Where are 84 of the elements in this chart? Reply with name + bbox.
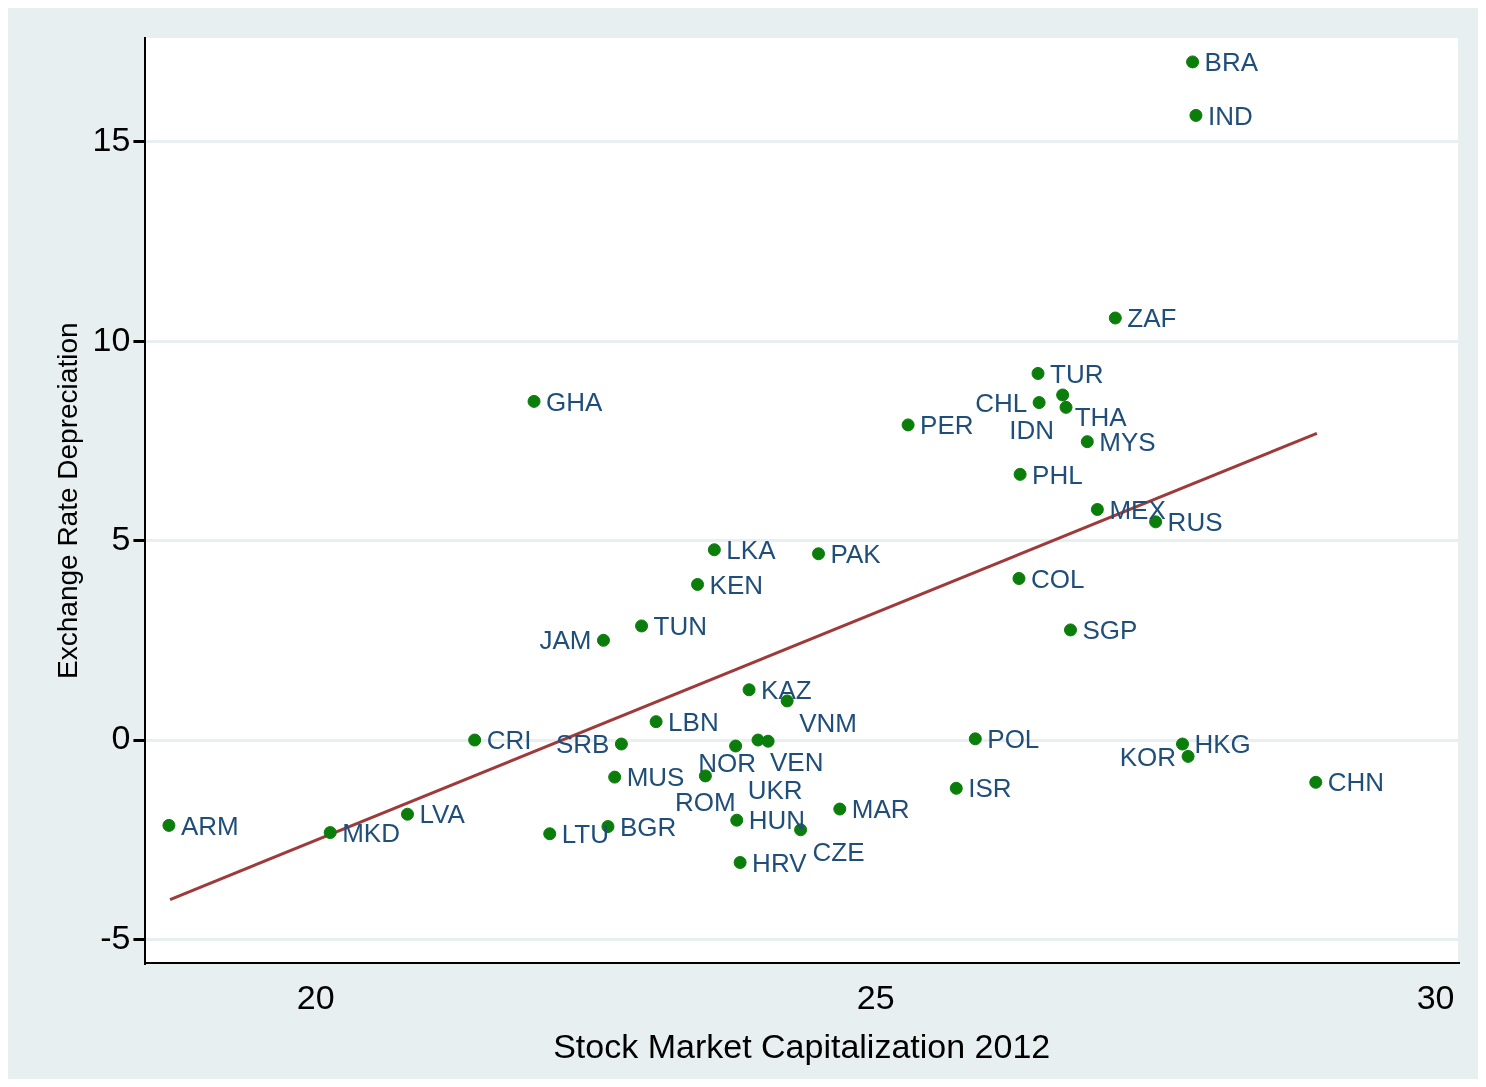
point xyxy=(527,394,541,408)
point xyxy=(691,577,705,591)
point xyxy=(733,855,747,869)
data-label: IND xyxy=(1207,100,1253,131)
data-label: PER xyxy=(920,410,974,441)
data-label: VEN xyxy=(770,747,824,778)
point xyxy=(730,813,744,827)
data-label: PHL xyxy=(1032,459,1083,490)
data-label: LTU xyxy=(561,818,609,849)
point xyxy=(1059,400,1073,414)
point xyxy=(1309,775,1323,789)
y-tick-label: 15 xyxy=(92,120,131,159)
data-label: LKA xyxy=(726,534,777,565)
data-label: JAM xyxy=(539,625,592,656)
data-label: SGP xyxy=(1082,615,1138,646)
data-label: CHN xyxy=(1327,767,1385,798)
point xyxy=(162,818,176,832)
point xyxy=(707,543,721,557)
data-label: CZE xyxy=(812,836,865,867)
point xyxy=(729,739,743,753)
point xyxy=(635,619,649,633)
data-label: ARM xyxy=(180,810,239,841)
x-axis-title: Stock Market Capitalization 2012 xyxy=(553,1026,1051,1065)
point xyxy=(1080,435,1094,449)
point xyxy=(1056,388,1070,402)
data-label: VNM xyxy=(799,708,857,739)
point xyxy=(608,770,622,784)
point xyxy=(1032,396,1046,410)
point xyxy=(323,826,337,840)
data-label: PAK xyxy=(830,538,882,569)
data-label: KEN xyxy=(709,569,764,600)
point xyxy=(468,733,482,747)
data-label: ISR xyxy=(968,773,1012,804)
point xyxy=(1013,467,1027,481)
point xyxy=(1090,502,1104,516)
point xyxy=(1108,311,1122,325)
y-tick-label: 5 xyxy=(111,518,131,557)
point xyxy=(1064,623,1077,637)
point xyxy=(1175,737,1189,751)
point xyxy=(949,781,963,795)
data-label: MKD xyxy=(342,817,400,848)
y-tick-label: 0 xyxy=(111,718,131,757)
y-tick-label: -5 xyxy=(100,917,131,956)
data-label: HUN xyxy=(748,805,806,836)
data-label: HKG xyxy=(1194,729,1251,760)
point xyxy=(1181,749,1195,763)
data-label: HRV xyxy=(752,847,808,878)
point xyxy=(1189,108,1203,122)
point xyxy=(751,733,765,747)
x-tick-label: 20 xyxy=(296,978,335,1017)
data-label: SRB xyxy=(555,729,610,760)
data-label: KAZ xyxy=(761,674,812,705)
data-label: BRA xyxy=(1204,47,1259,78)
data-label: BGR xyxy=(619,811,677,842)
point xyxy=(833,802,847,816)
data-label: TUN xyxy=(653,611,707,642)
point xyxy=(742,683,756,697)
point xyxy=(649,715,663,729)
x-tick-label: 30 xyxy=(1416,978,1455,1017)
data-label: RUS xyxy=(1167,507,1223,538)
point xyxy=(400,807,414,821)
point xyxy=(614,737,628,751)
data-label: TUR xyxy=(1050,358,1104,389)
point xyxy=(596,633,610,647)
data-label: POL xyxy=(987,724,1040,754)
y-tick-label: 10 xyxy=(92,319,131,358)
data-label: MAR xyxy=(851,794,910,825)
point xyxy=(1012,571,1026,585)
point xyxy=(968,732,982,746)
point xyxy=(543,827,557,841)
data-label: KOR xyxy=(1119,741,1177,772)
point xyxy=(1031,366,1045,380)
point xyxy=(1186,55,1200,69)
data-label: ZAF xyxy=(1127,303,1177,334)
point xyxy=(812,547,826,561)
data-label: LBN xyxy=(668,706,719,737)
y-axis-title: Exchange Rate Depreciation xyxy=(51,322,83,679)
data-label: GHA xyxy=(546,386,604,417)
point xyxy=(901,418,915,432)
data-label: CRI xyxy=(486,725,532,756)
point xyxy=(761,734,775,748)
x-tick-label: 25 xyxy=(856,978,895,1017)
data-label: LVA xyxy=(419,799,466,830)
data-label: COL xyxy=(1030,563,1085,594)
